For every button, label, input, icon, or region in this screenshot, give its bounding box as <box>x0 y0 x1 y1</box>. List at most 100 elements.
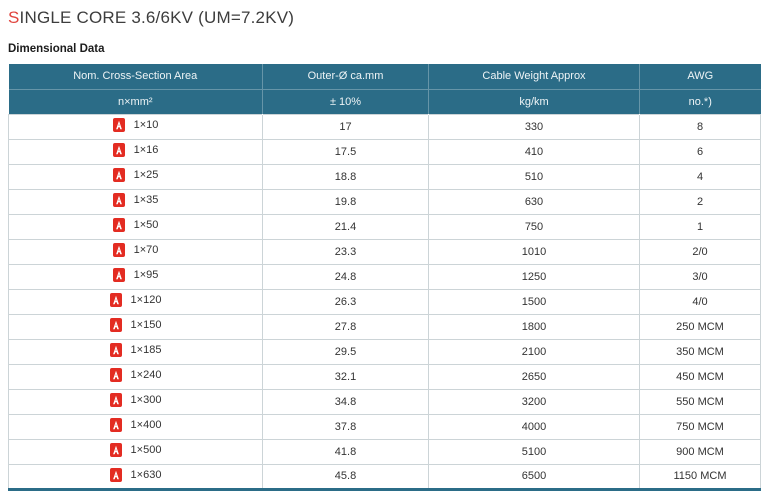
cross-section-value: 1×35 <box>133 194 159 206</box>
outer-diameter-value: 29.5 <box>262 339 429 365</box>
cable-weight-value: 1800 <box>428 314 640 340</box>
awg-value: 550 MCM <box>639 389 761 415</box>
cross-section-cell: 1×150 <box>8 314 263 340</box>
table-row: 1×25 18.8 510 4 <box>8 164 761 190</box>
cable-weight-value: 750 <box>428 214 640 240</box>
cross-section-value: 1×150 <box>130 319 162 331</box>
table-row: 1×500 41.8 5100 900 MCM <box>8 439 761 465</box>
outer-diameter-value: 32.1 <box>262 364 429 390</box>
pdf-icon[interactable] <box>109 418 122 432</box>
pdf-icon[interactable] <box>112 243 125 257</box>
outer-diameter-value: 24.8 <box>262 264 429 290</box>
cross-section-value: 1×300 <box>130 394 162 406</box>
awg-value: 4/0 <box>639 289 761 315</box>
col-unit-cable-weight: kg/km <box>428 89 640 114</box>
table-row: 1×95 24.8 1250 3/0 <box>8 264 761 290</box>
outer-diameter-value: 41.8 <box>262 439 429 465</box>
table-row: 1×400 37.8 4000 750 MCM <box>8 414 761 440</box>
pdf-icon[interactable] <box>109 443 122 457</box>
cross-section-value: 1×70 <box>133 244 159 256</box>
col-unit-awg: no.*) <box>639 89 761 114</box>
cross-section-value: 1×630 <box>130 468 162 481</box>
cross-section-cell: 1×240 <box>8 364 263 390</box>
cable-weight-value: 2650 <box>428 364 640 390</box>
pdf-icon[interactable] <box>112 193 125 207</box>
awg-value: 4 <box>639 164 761 190</box>
table-header: Nom. Cross-Section Area Outer-Ø ca.mm Ca… <box>8 64 761 114</box>
cross-section-cell: 1×185 <box>8 339 263 365</box>
cable-weight-value: 3200 <box>428 389 640 415</box>
cross-section-value: 1×185 <box>130 344 162 356</box>
cable-weight-value: 630 <box>428 189 640 215</box>
outer-diameter-value: 21.4 <box>262 214 429 240</box>
table-row: 1×35 19.8 630 2 <box>8 189 761 215</box>
awg-value: 8 <box>639 113 761 140</box>
pdf-icon[interactable] <box>112 168 125 182</box>
pdf-icon[interactable] <box>109 293 122 307</box>
cable-weight-value: 6500 <box>428 464 640 490</box>
page-title: SINGLE CORE 3.6/6KV (UM=7.2KV) <box>8 8 760 28</box>
cable-weight-value: 2100 <box>428 339 640 365</box>
cross-section-value: 1×25 <box>133 169 159 181</box>
outer-diameter-value: 18.8 <box>262 164 429 190</box>
cross-section-value: 1×120 <box>130 294 162 306</box>
section-subtitle: Dimensional Data <box>8 43 105 55</box>
awg-value: 250 MCM <box>639 314 761 340</box>
pdf-icon[interactable] <box>109 368 122 382</box>
table-row: 1×150 27.8 1800 250 MCM <box>8 314 761 340</box>
cross-section-cell: 1×16 <box>8 139 263 165</box>
cross-section-value: 1×10 <box>133 119 159 131</box>
outer-diameter-value: 17 <box>262 113 429 140</box>
cross-section-cell: 1×35 <box>8 189 263 215</box>
awg-value: 2/0 <box>639 239 761 265</box>
pdf-icon[interactable] <box>109 393 122 407</box>
table-row: 1×240 32.1 2650 450 MCM <box>8 364 761 390</box>
cable-weight-value: 330 <box>428 113 640 140</box>
cable-weight-value: 5100 <box>428 439 640 465</box>
cable-weight-value: 410 <box>428 139 640 165</box>
cable-weight-value: 1500 <box>428 289 640 315</box>
table-body: 1×10 17 330 8 1×16 17.5 410 6 <box>8 113 761 490</box>
awg-value: 6 <box>639 139 761 165</box>
cable-weight-value: 1250 <box>428 264 640 290</box>
cable-weight-value: 4000 <box>428 414 640 440</box>
header-unit-row: n×mm² ± 10% kg/km no.*) <box>8 89 761 114</box>
cross-section-cell: 1×95 <box>8 264 263 290</box>
cross-section-value: 1×16 <box>133 144 159 156</box>
cross-section-cell: 1×10 <box>8 113 263 140</box>
outer-diameter-value: 19.8 <box>262 189 429 215</box>
cross-section-cell: 1×70 <box>8 239 263 265</box>
table-row: 1×300 34.8 3200 550 MCM <box>8 389 761 415</box>
cross-section-cell: 1×300 <box>8 389 263 415</box>
pdf-icon[interactable] <box>112 143 125 157</box>
dimensional-data-table: Nom. Cross-Section Area Outer-Ø ca.mm Ca… <box>8 64 761 491</box>
col-header-cross-section: Nom. Cross-Section Area <box>8 64 263 90</box>
pdf-icon[interactable] <box>109 467 122 482</box>
cross-section-cell: 1×120 <box>8 289 263 315</box>
cross-section-cell: 1×630 <box>8 464 263 490</box>
outer-diameter-value: 23.3 <box>262 239 429 265</box>
outer-diameter-value: 17.5 <box>262 139 429 165</box>
pdf-icon[interactable] <box>112 268 125 282</box>
pdf-icon[interactable] <box>112 218 125 232</box>
cross-section-cell: 1×25 <box>8 164 263 190</box>
col-header-cable-weight: Cable Weight Approx <box>428 64 640 90</box>
pdf-icon[interactable] <box>112 118 125 132</box>
awg-value: 350 MCM <box>639 339 761 365</box>
cross-section-value: 1×500 <box>130 444 162 456</box>
table-row: 1×630 45.8 6500 1150 MCM <box>8 464 761 490</box>
pdf-icon[interactable] <box>109 343 122 357</box>
awg-value: 3/0 <box>639 264 761 290</box>
outer-diameter-value: 26.3 <box>262 289 429 315</box>
cross-section-value: 1×50 <box>133 219 159 231</box>
outer-diameter-value: 45.8 <box>262 464 429 490</box>
awg-value: 1150 MCM <box>639 464 761 490</box>
pdf-icon[interactable] <box>109 318 122 332</box>
table-row: 1×16 17.5 410 6 <box>8 139 761 165</box>
cross-section-value: 1×240 <box>130 369 162 381</box>
cross-section-value: 1×95 <box>133 269 159 281</box>
cable-weight-value: 510 <box>428 164 640 190</box>
cross-section-cell: 1×500 <box>8 439 263 465</box>
col-header-awg: AWG <box>639 64 761 90</box>
awg-value: 2 <box>639 189 761 215</box>
